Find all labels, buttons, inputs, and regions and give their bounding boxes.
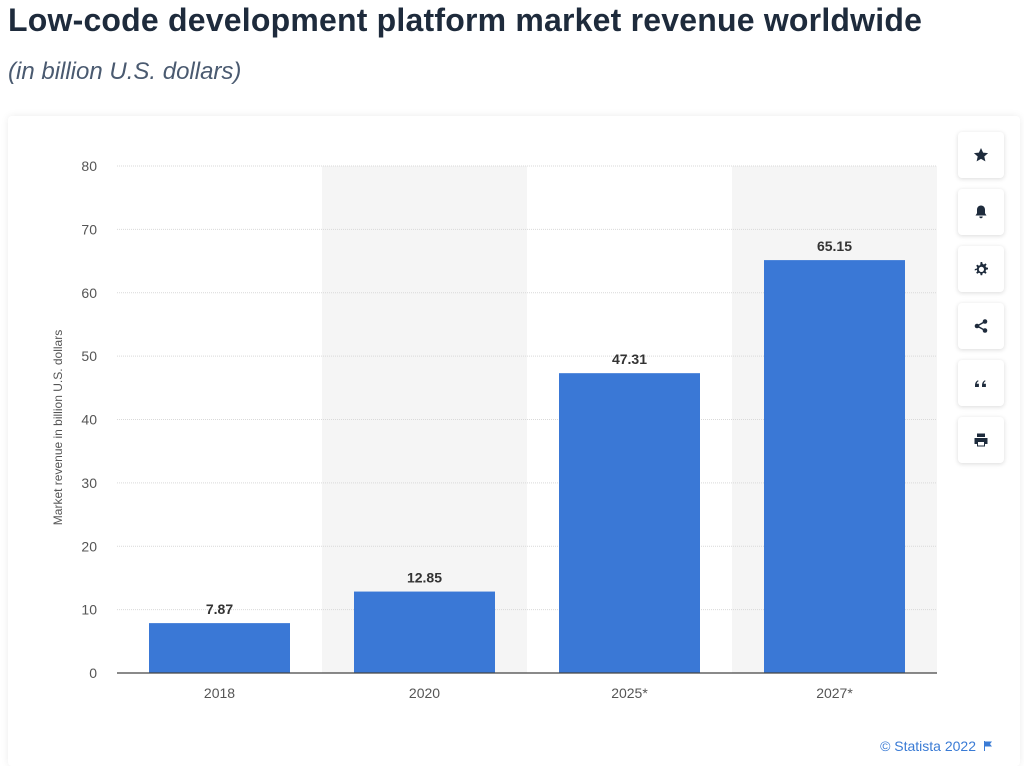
bar-2025* [559,373,700,673]
y-tick-label: 10 [81,602,97,618]
x-tick-label: 2020 [409,685,440,701]
gear-icon [974,262,988,276]
y-tick-label: 50 [81,348,97,364]
data-label: 65.15 [817,238,852,254]
flag-icon [984,741,992,751]
y-tick-label: 30 [81,475,97,491]
y-axis-title: Market revenue in billion U.S. dollars [51,330,65,525]
share-icon [974,319,988,333]
star-icon [973,148,989,162]
bar-2018 [149,623,290,673]
chart-subtitle: (in billion U.S. dollars) [8,58,242,85]
gridlines [117,165,937,611]
cite-button[interactable] [958,360,1004,406]
bar-2020 [354,591,495,673]
statista-credit[interactable]: © Statista 2022 [880,738,994,754]
y-tick-label: 0 [89,665,97,681]
chart-toolbar [958,132,1004,474]
notification-button[interactable] [958,189,1004,235]
data-label: 12.85 [407,570,442,586]
y-tick-label: 20 [81,538,97,554]
y-tick-label: 70 [81,221,97,237]
y-tick-label: 60 [81,285,97,301]
data-label: 7.87 [206,601,233,617]
bars: 7.87 12.85 47.31 65.15 [149,238,905,673]
x-tick-label: 2027* [816,685,853,701]
x-tick-label: 2025* [611,685,648,701]
bar-2027* [764,260,905,673]
x-tick-label: 2018 [204,685,235,701]
band-1 [322,166,527,673]
quote-icon [975,380,986,387]
credit-text: © Statista 2022 [880,738,976,754]
axes: 0 10 20 30 40 50 60 70 80 Market revenue in billi… [51,158,937,701]
data-label: 47.31 [612,351,647,367]
y-tick-label: 80 [81,158,97,174]
print-icon [974,433,988,447]
bell-icon [975,205,987,219]
bookmark-button[interactable] [958,132,1004,178]
y-tick-label: 40 [81,412,97,428]
print-button[interactable] [958,417,1004,463]
settings-button[interactable] [958,246,1004,292]
chart-title: Low-code development platform market rev… [8,2,923,38]
share-button[interactable] [958,303,1004,349]
